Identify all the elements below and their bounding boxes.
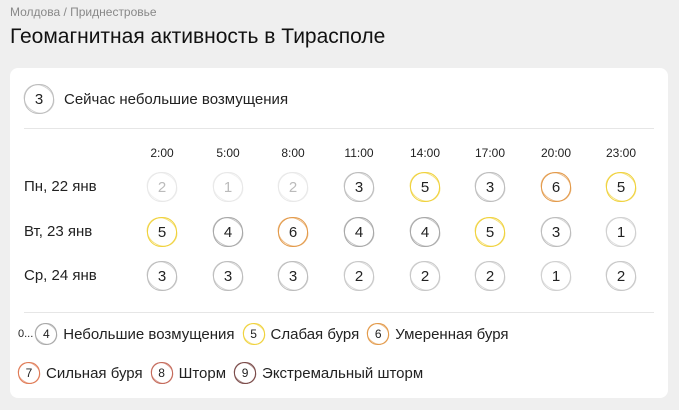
legend-prefix: 0... [18, 328, 34, 340]
kp-index-badge: 2 [147, 172, 177, 202]
kp-index-badge: 1 [213, 172, 243, 202]
kp-index-badge: 3 [344, 172, 374, 202]
kp-index-badge: 2 [410, 261, 440, 291]
kp-index-badge: 4 [410, 217, 440, 247]
legend-label: Сильная буря [46, 364, 143, 382]
legend-item: 7 Сильная буря [18, 362, 143, 384]
kp-index-badge: 1 [606, 217, 636, 247]
kp-index-badge: 6 [278, 217, 308, 247]
kp-index-badge: 1 [541, 261, 571, 291]
time-label: 23:00 [605, 146, 637, 160]
time-label: 2:00 [150, 146, 174, 160]
legend-badge: 4 [35, 323, 58, 345]
legend-badge: 8 [150, 362, 173, 384]
legend-item: 4 Небольшие возмущения [35, 323, 235, 345]
legend-item: 8 Шторм [150, 362, 227, 384]
legend-label: Шторм [178, 364, 227, 382]
time-label: 11:00 [344, 146, 374, 160]
legend-label: Умеренная буря [395, 325, 509, 343]
day-label: Вт, 23 янв [24, 223, 93, 240]
legend-label: Экстремальный шторм [262, 364, 424, 382]
kp-index-badge: 2 [278, 172, 308, 202]
kp-index-badge: 3 [541, 217, 571, 247]
day-label: Ср, 24 янв [24, 267, 97, 284]
kp-index-badge: 5 [147, 217, 177, 247]
legend-row-1: 0... 4 Небольшие возмущения 5 Слабая буря 6 У… [18, 323, 517, 345]
breadcrumb[interactable]: Молдова / Приднестровье [10, 5, 157, 19]
kp-index-badge: 5 [410, 172, 440, 202]
legend-badge: 9 [234, 362, 257, 384]
page-title: Геомагнитная активность в Тирасполе [10, 25, 386, 48]
kp-index-badge: 5 [475, 217, 505, 247]
legend-badge: 6 [367, 323, 390, 345]
time-label: 14:00 [409, 146, 441, 160]
divider [24, 312, 654, 313]
kp-index-badge: 3 [213, 261, 243, 291]
legend-label: Небольшие возмущения [63, 325, 235, 343]
time-label: 5:00 [216, 146, 240, 160]
kp-index-badge: 4 [213, 217, 243, 247]
current-level-badge: 3 [24, 84, 54, 114]
kp-index-badge: 3 [475, 172, 505, 202]
current-status: 3 Сейчас небольшие возмущения [24, 84, 288, 114]
day-label: Пн, 22 янв [24, 178, 97, 195]
kp-index-badge: 4 [344, 217, 374, 247]
legend-item: 9 Экстремальный шторм [234, 362, 423, 384]
legend-row-2: 7 Сильная буря 8 Шторм 9 Экстремальный шторм [18, 362, 431, 384]
geomagnetic-card: 3 Сейчас небольшие возмущения 2:00 5:00 8:… [10, 68, 668, 398]
kp-index-badge: 6 [541, 172, 571, 202]
legend-badge: 5 [242, 323, 265, 345]
kp-index-badge: 3 [147, 261, 177, 291]
legend-item: 5 Слабая буря [242, 323, 360, 345]
time-label: 17:00 [474, 146, 506, 160]
legend-item: 6 Умеренная буря [367, 323, 509, 345]
kp-index-badge: 2 [606, 261, 636, 291]
legend-badge: 7 [18, 362, 40, 384]
kp-index-badge: 2 [475, 261, 505, 291]
kp-index-badge: 3 [278, 261, 308, 291]
time-label: 8:00 [281, 146, 305, 160]
kp-index-badge: 2 [344, 261, 374, 291]
divider [24, 128, 654, 129]
current-status-text: Сейчас небольшие возмущения [64, 90, 289, 108]
kp-index-badge: 5 [606, 172, 636, 202]
time-label: 20:00 [540, 146, 572, 160]
legend-label: Слабая буря [270, 325, 360, 343]
